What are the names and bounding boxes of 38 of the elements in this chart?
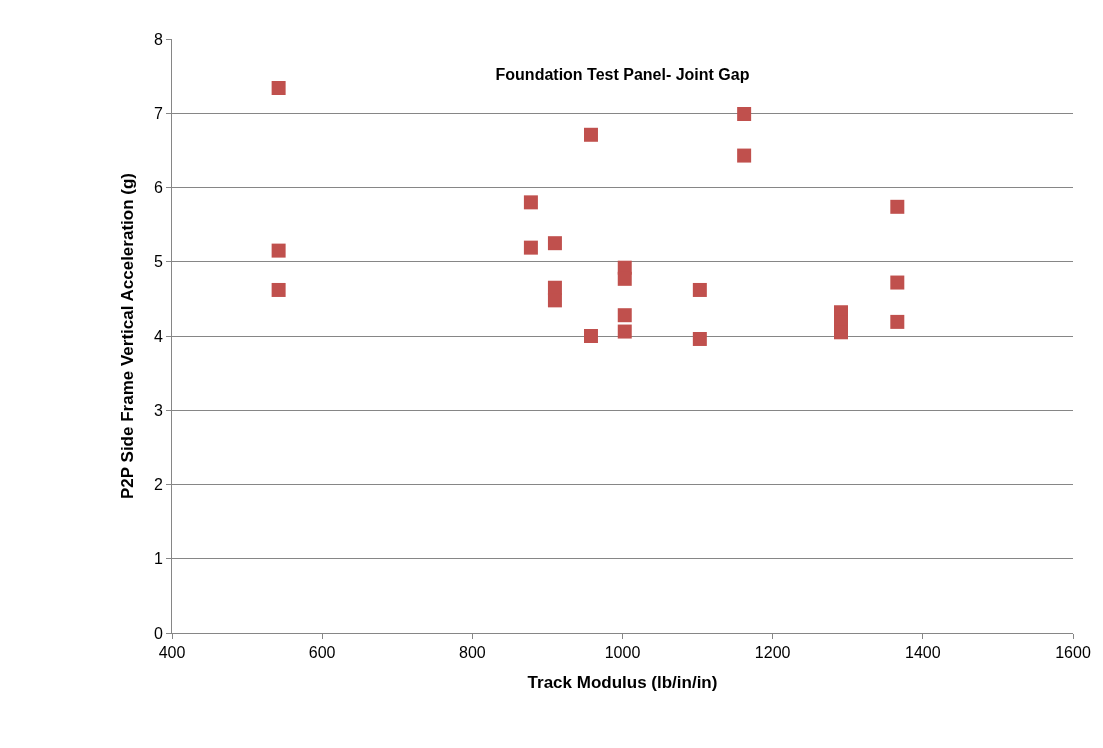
point	[692, 331, 707, 346]
point	[271, 282, 286, 297]
y-tick-label: 8	[153, 30, 163, 48]
x-tick-label: 600	[308, 644, 336, 662]
x-tick-label: 1400	[905, 644, 941, 662]
y-tick-label: 4	[153, 327, 163, 345]
y-tick-label: 7	[153, 104, 163, 122]
x-tick-label: 1200	[754, 644, 791, 662]
x-tick-label: 1000	[604, 644, 641, 662]
x-tick-label: 400	[158, 644, 186, 662]
y-tick-label: 2	[153, 476, 163, 494]
y-tick-label: 1	[153, 550, 163, 568]
y-tick-label: 0	[153, 624, 163, 642]
y-tick-label: 3	[153, 401, 163, 419]
x-tick-label: 800	[458, 644, 486, 662]
point	[547, 293, 562, 308]
x-tick-label: 1600	[1055, 644, 1091, 662]
text: Foundation Test Panel- Joint Gap	[495, 65, 750, 83]
point	[737, 148, 752, 163]
y-axis-title: P2P Side Frame Vertical Acceleration (g)	[118, 173, 138, 499]
point	[617, 271, 632, 286]
point	[523, 195, 538, 210]
point	[583, 127, 598, 142]
point	[547, 236, 562, 251]
point	[890, 314, 905, 329]
point	[692, 282, 707, 297]
point	[890, 199, 905, 214]
point	[737, 106, 752, 121]
point	[890, 275, 905, 290]
point	[617, 324, 632, 339]
point	[523, 240, 538, 255]
point	[583, 329, 598, 343]
y-tick-label: 5	[153, 253, 163, 271]
point	[617, 308, 632, 323]
point	[271, 243, 286, 258]
x-axis-title: Track Modulus (lb/in/in)	[527, 672, 718, 692]
y-tick-label: 6	[153, 179, 163, 197]
point	[271, 81, 286, 96]
